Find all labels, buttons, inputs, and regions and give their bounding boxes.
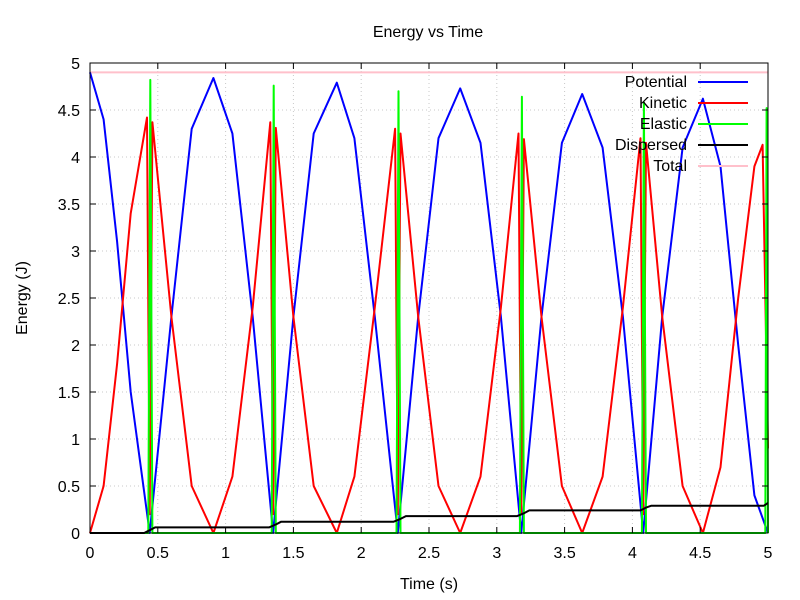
series-line-kinetic [89,116,769,534]
y-axis-label: Energy (J) [14,261,31,335]
y-tick-label: 3.5 [58,197,80,214]
y-tick-label: 3 [71,244,80,261]
x-tick-label: 1.5 [282,545,304,562]
x-tick-label: 2.5 [418,545,440,562]
y-tick-label: 4.5 [58,103,80,120]
x-tick-label: 3 [492,545,501,562]
y-tick-label: 4 [71,150,80,167]
series-line-dispersed [90,502,769,534]
x-tick-label: 5 [764,545,773,562]
legend-label-elastic: Elastic [640,116,687,133]
legend-label-dispersed: Dispersed [615,137,687,154]
legend-label-total: Total [653,158,687,175]
legend-label-potential: Potential [625,74,687,91]
x-tick-label: 1 [221,545,230,562]
chart-title: Energy vs Time [373,24,483,41]
y-tick-label: 0 [71,526,80,543]
x-tick-label: 0.5 [147,545,169,562]
x-tick-label: 0 [86,545,95,562]
y-tick-label: 1 [71,432,80,449]
y-tick-label: 0.5 [58,479,80,496]
legend-label-kinetic: Kinetic [639,95,687,112]
ticks: 0 0.5 1 1.5 2 2.5 3 3.5 4 4.5 5 0 0.5 1 1.5 2 2.5 3 3.5 4 4.… [58,56,773,562]
y-tick-label: 1.5 [58,385,80,402]
x-tick-label: 4 [628,545,637,562]
x-tick-label: 3.5 [553,545,575,562]
y-tick-label: 5 [71,56,80,73]
y-tick-label: 2.5 [58,291,80,308]
x-axis-label: Time (s) [400,576,458,593]
legend: Potential Kinetic Elastic Dispersed Total [615,74,748,175]
y-tick-label: 2 [71,338,80,355]
series-line-potential [89,72,769,534]
grid [90,63,768,533]
x-tick-label: 4.5 [689,545,711,562]
x-tick-label: 2 [357,545,366,562]
